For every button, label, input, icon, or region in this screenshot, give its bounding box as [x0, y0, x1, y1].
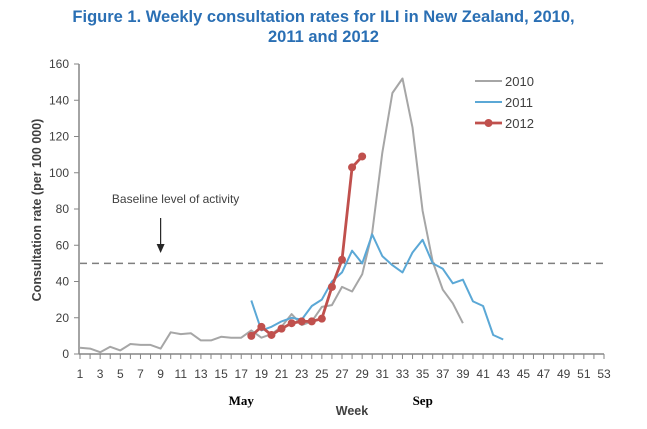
- legend-label-2010: 2010: [505, 74, 534, 89]
- x-tick-label: 39: [456, 367, 470, 381]
- x-tick-label: 35: [416, 367, 430, 381]
- legend-label-2012: 2012: [505, 116, 534, 131]
- series-line-2010: [79, 77, 464, 354]
- data-point-2012: [287, 319, 296, 328]
- x-tick-label: 19: [255, 367, 269, 381]
- x-tick-label: 11: [175, 367, 188, 381]
- legend-label-2011: 2011: [505, 95, 533, 110]
- chart-title: Figure 1. Weekly consultation rates for …: [0, 7, 647, 47]
- series-group: [79, 77, 504, 354]
- x-tick-label: 1: [77, 367, 84, 381]
- data-point-2012: [267, 330, 276, 339]
- x-tick-label: 9: [157, 367, 164, 381]
- data-point-2012: [348, 163, 357, 172]
- x-tick-label: 43: [497, 367, 511, 381]
- data-point-2012: [327, 282, 336, 291]
- data-point-2012: [307, 317, 316, 326]
- x-axis-title: Week: [336, 404, 368, 418]
- series-line-2012: [250, 155, 364, 337]
- y-tick-label: 80: [56, 202, 70, 216]
- legend-marker-2012: [484, 119, 493, 127]
- x-tick-label: 27: [335, 367, 349, 381]
- x-tick-label: 31: [376, 367, 390, 381]
- x-tick-label: 3: [97, 367, 104, 381]
- y-tick-label: 60: [56, 238, 70, 252]
- legend: 2010 2011 2012: [475, 74, 534, 131]
- x-tick-label: 15: [214, 367, 228, 381]
- y-tick-label: 20: [56, 311, 70, 325]
- x-tick-label: 53: [597, 367, 611, 381]
- y-tick-label: 40: [56, 275, 70, 289]
- y-axis-title: Consultation rate (per 100 000): [30, 119, 44, 302]
- baseline-label: Baseline level of activity: [112, 192, 239, 206]
- y-tick-label: 160: [49, 57, 69, 71]
- x-tick-label: 13: [194, 367, 208, 381]
- baseline-arrow-head-icon: [156, 244, 165, 253]
- data-point-2012: [297, 317, 306, 326]
- y-tick-label: 120: [49, 130, 69, 144]
- chart-title-line1: Figure 1. Weekly consultation rates for …: [72, 8, 575, 26]
- y-tick-label: 140: [49, 93, 69, 107]
- data-point-2012: [277, 324, 286, 333]
- month-label-sep: Sep: [413, 393, 433, 408]
- x-tick-label: 23: [295, 367, 309, 381]
- x-tick-label: 47: [537, 367, 551, 381]
- data-point-2012: [257, 322, 266, 331]
- x-tick-label: 37: [436, 367, 450, 381]
- x-tick-label: 17: [235, 367, 249, 381]
- x-tick-label: 49: [557, 367, 571, 381]
- series-line-2011: [250, 233, 504, 341]
- x-tick-label: 21: [275, 367, 289, 381]
- data-point-2012: [338, 255, 346, 264]
- x-tick-label: 5: [117, 367, 124, 381]
- month-label-may: May: [229, 393, 255, 408]
- data-point-2012: [247, 331, 256, 340]
- x-tick-label: 41: [476, 367, 490, 381]
- x-tick-label: 7: [137, 367, 144, 381]
- x-tick-label: 33: [396, 367, 410, 381]
- chart-title-line2: 2011 and 2012: [267, 28, 379, 46]
- data-point-2012: [358, 152, 367, 161]
- x-tick-label: 29: [355, 367, 369, 381]
- baseline-group: Baseline level of activity: [80, 192, 604, 265]
- x-tick-label: 25: [315, 367, 329, 381]
- x-tick-label: 51: [577, 367, 591, 381]
- x-tick-label: 45: [517, 367, 531, 381]
- data-point-2012: [317, 314, 326, 323]
- y-tick-label: 100: [49, 166, 69, 180]
- y-tick-label: 0: [62, 347, 69, 361]
